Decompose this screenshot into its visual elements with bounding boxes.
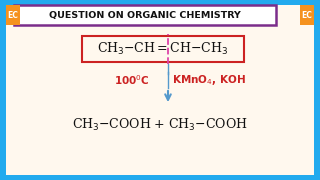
FancyBboxPatch shape [82, 36, 244, 62]
FancyBboxPatch shape [300, 5, 314, 25]
Text: 100$^0$C: 100$^0$C [114, 73, 150, 87]
Text: KMnO$_4$, KOH: KMnO$_4$, KOH [172, 73, 246, 87]
Text: CH$_3$$-$COOH $+$ CH$_3$$-$COOH: CH$_3$$-$COOH $+$ CH$_3$$-$COOH [72, 117, 248, 133]
Text: EC: EC [301, 10, 312, 19]
Text: QUESTION ON ORGANIC CHEMISTRY: QUESTION ON ORGANIC CHEMISTRY [49, 10, 241, 19]
FancyBboxPatch shape [6, 5, 20, 25]
FancyBboxPatch shape [14, 5, 276, 25]
Text: EC: EC [8, 10, 19, 19]
Text: CH$_3$$-$CH$=$CH$-$CH$_3$: CH$_3$$-$CH$=$CH$-$CH$_3$ [97, 41, 228, 57]
FancyBboxPatch shape [6, 5, 314, 175]
